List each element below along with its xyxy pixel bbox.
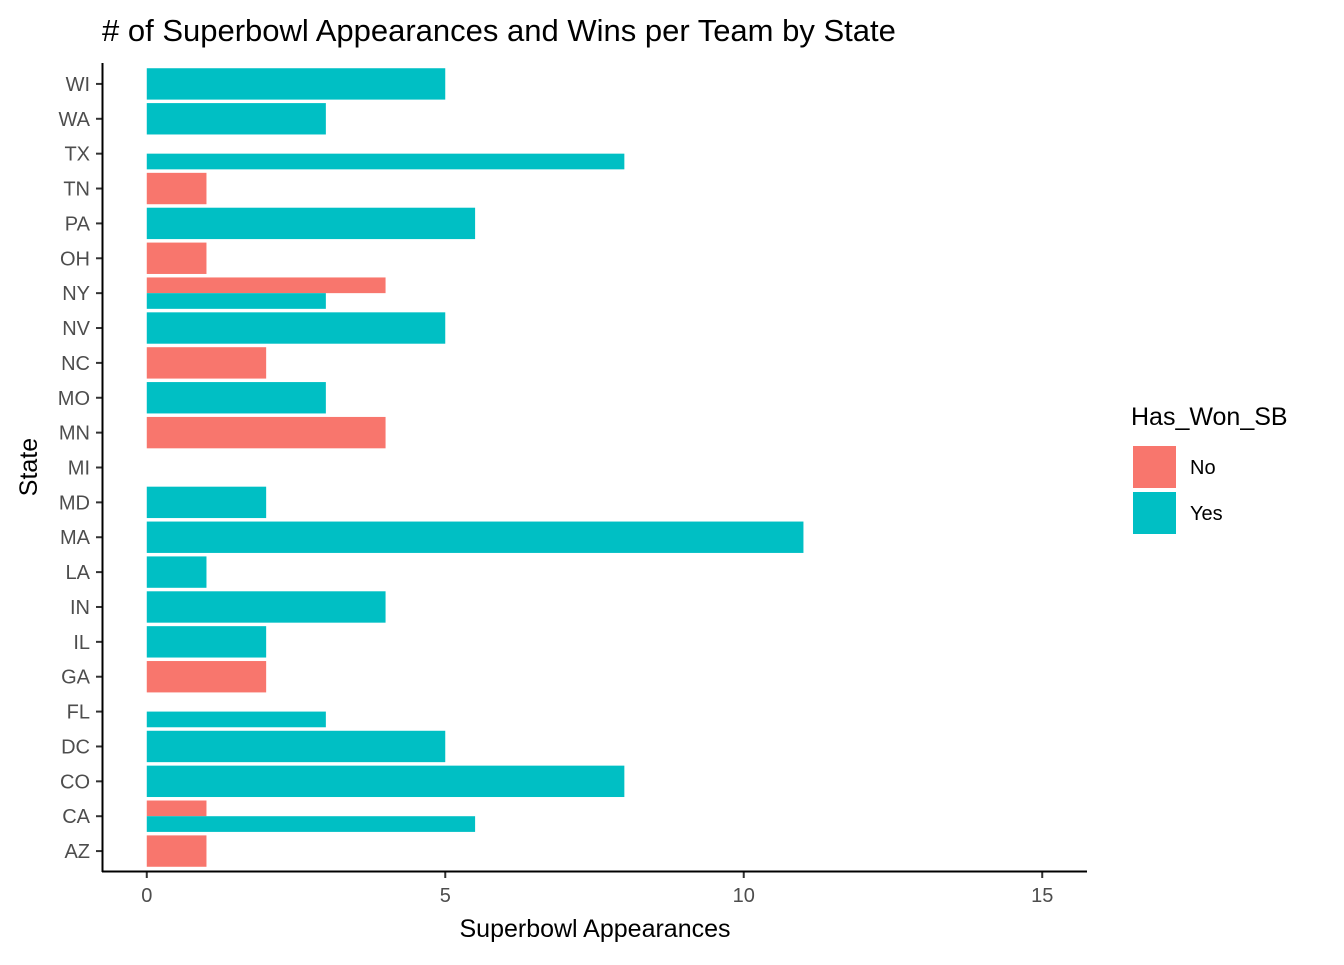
bar-mo-yes: [146, 382, 326, 414]
bar-ca-no: [146, 800, 207, 817]
y-tick-label-az: AZ: [64, 841, 90, 863]
bar-ny-yes: [146, 293, 326, 309]
y-tick-label-wi: WI: [66, 74, 90, 96]
y-tick-label-co: CO: [60, 771, 90, 793]
bar-tx-yes: [146, 153, 625, 170]
bar-tn-no: [146, 172, 207, 205]
x-axis-title: Superbowl Appearances: [459, 915, 730, 943]
y-tick-label-wa: WA: [59, 109, 91, 131]
bar-co-yes: [146, 765, 625, 798]
legend-title: Has_Won_SB: [1131, 403, 1288, 431]
y-tick-label-ca: CA: [62, 806, 90, 828]
y-tick-label-ga: GA: [61, 667, 91, 689]
y-tick-label-mi: MI: [68, 458, 90, 480]
bar-nv-yes: [146, 312, 446, 344]
y-tick-label-oh: OH: [60, 248, 90, 270]
bar-wi-yes: [146, 68, 446, 100]
bar-mn-no: [146, 416, 386, 449]
x-axis-ticks: 0 5 10 15: [141, 872, 1053, 907]
y-tick-label-fl: FL: [67, 702, 90, 724]
y-tick-label-nv: NV: [62, 318, 90, 340]
y-tick-label-mn: MN: [59, 423, 90, 445]
legend-swatch-no: [1133, 446, 1176, 488]
bar-oh-no: [146, 242, 207, 274]
y-tick-label-tn: TN: [63, 179, 90, 201]
bar-ny-no: [146, 277, 386, 294]
y-tick-label-nc: NC: [61, 353, 90, 375]
y-tick-label-tx: TX: [64, 144, 90, 166]
legend-label-yes: Yes: [1190, 503, 1223, 525]
y-tick-label-mo: MO: [58, 388, 90, 410]
x-tick-label-15: 15: [1031, 885, 1053, 907]
y-tick-label-in: IN: [70, 597, 90, 619]
bar-ca-yes: [146, 816, 476, 832]
bar-md-yes: [146, 486, 267, 519]
y-tick-label-la: LA: [66, 562, 91, 584]
legend-swatch-yes: [1133, 492, 1176, 534]
bar-il-yes: [146, 626, 267, 658]
bar-ga-no: [146, 661, 267, 693]
y-tick-label-il: IL: [73, 632, 90, 654]
y-axis-title: State: [15, 438, 43, 496]
x-tick-label-10: 10: [733, 885, 755, 907]
chart-title: # of Superbowl Appearances and Wins per …: [102, 13, 896, 48]
bar-wa-yes: [146, 103, 326, 135]
y-tick-label-ny: NY: [62, 283, 90, 305]
x-tick-label-0: 0: [141, 885, 152, 907]
y-tick-label-md: MD: [59, 492, 90, 514]
legend-label-no: No: [1190, 457, 1216, 479]
y-tick-label-dc: DC: [61, 736, 90, 758]
bar-fl-yes: [146, 711, 326, 728]
y-axis-ticks: AZ CA CO DC FL GA IL IN LA MA MD MI MN MO NC NV NY OH PA TN…: [58, 74, 102, 863]
x-tick-label-5: 5: [440, 885, 451, 907]
bars-layer: [146, 68, 804, 867]
bar-in-yes: [146, 591, 386, 623]
bar-dc-yes: [146, 730, 446, 763]
bar-nc-no: [146, 347, 267, 379]
legend: Has_Won_SB No Yes: [1131, 403, 1288, 534]
bar-pa-yes: [146, 207, 476, 240]
bar-az-no: [146, 835, 207, 867]
y-tick-label-ma: MA: [60, 527, 91, 549]
y-tick-label-pa: PA: [65, 213, 91, 235]
bar-la-yes: [146, 556, 207, 588]
bar-ma-yes: [146, 521, 804, 553]
